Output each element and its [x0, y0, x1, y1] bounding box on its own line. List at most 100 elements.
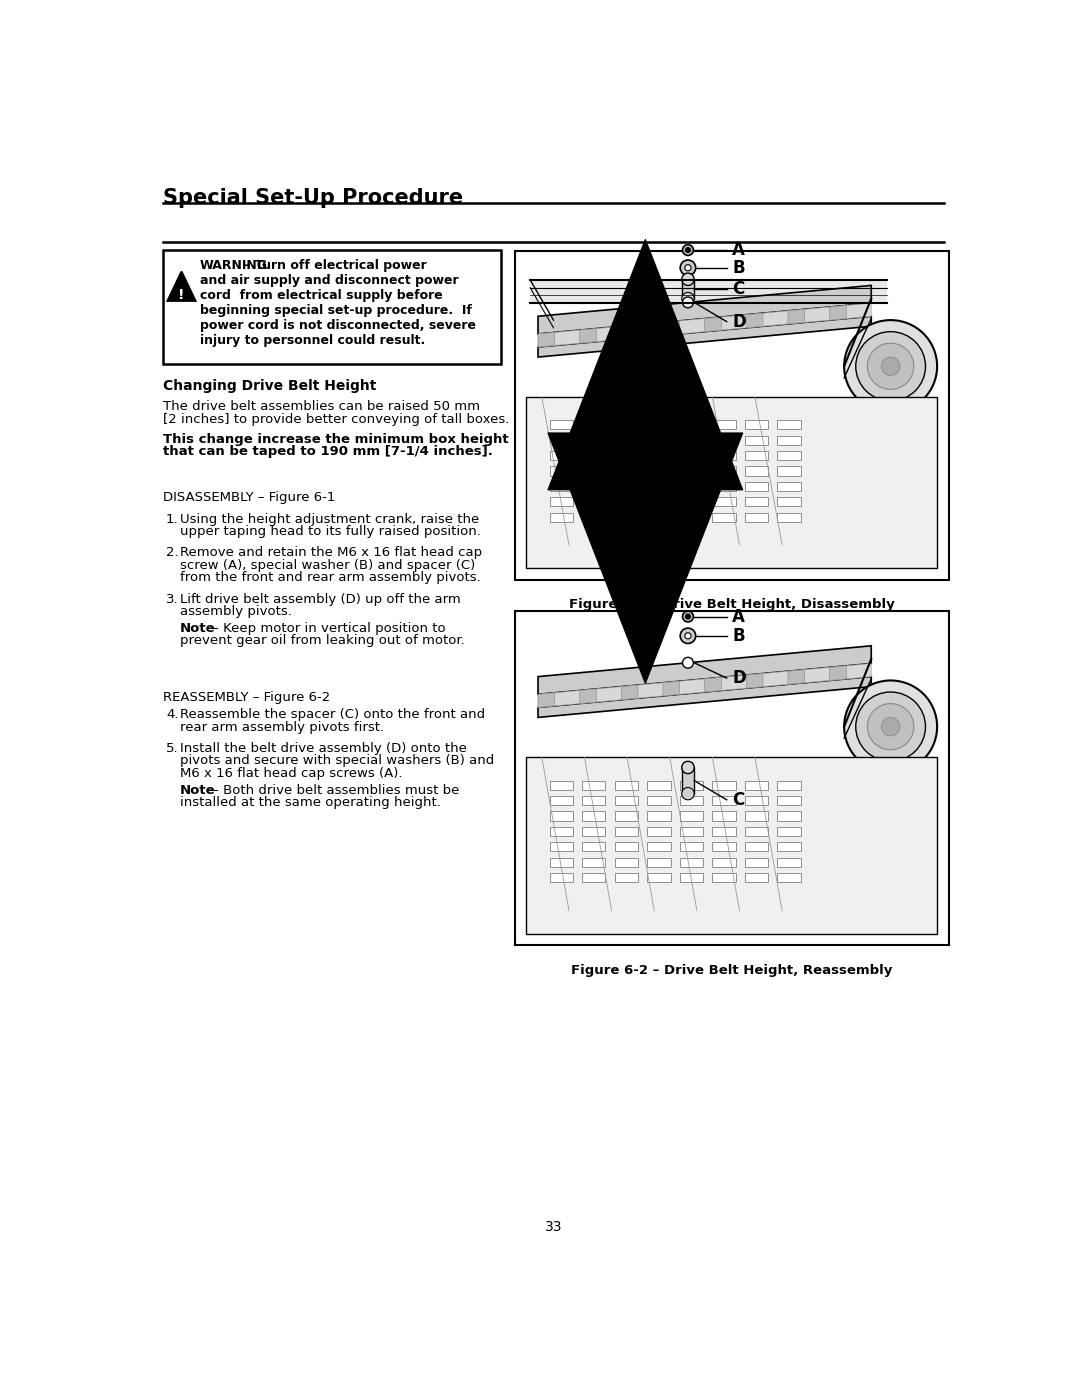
Bar: [713, 497, 735, 507]
Bar: [745, 827, 768, 835]
Circle shape: [683, 244, 693, 256]
Bar: [582, 812, 606, 820]
Bar: [713, 796, 735, 805]
Text: power cord is not disconnected, severe: power cord is not disconnected, severe: [200, 319, 476, 331]
Bar: [647, 873, 671, 882]
Text: A: A: [732, 242, 745, 258]
Bar: [745, 420, 768, 429]
Text: 2.: 2.: [166, 546, 178, 559]
Bar: [647, 513, 671, 522]
Bar: [679, 842, 703, 851]
Bar: [582, 436, 606, 444]
Bar: [582, 482, 606, 490]
Polygon shape: [530, 279, 887, 303]
Bar: [713, 451, 735, 460]
Bar: [550, 796, 572, 805]
Circle shape: [683, 610, 693, 622]
Bar: [647, 781, 671, 789]
Bar: [615, 451, 638, 460]
Circle shape: [867, 344, 914, 390]
Text: 3.: 3.: [166, 592, 178, 606]
Bar: [778, 436, 800, 444]
Text: !: !: [178, 288, 185, 302]
Text: DISASSEMBLY – Figure 6-1: DISASSEMBLY – Figure 6-1: [163, 490, 335, 504]
Text: D: D: [732, 313, 746, 331]
Bar: [778, 858, 800, 866]
Text: Install the belt drive assembly (D) onto the: Install the belt drive assembly (D) onto…: [180, 742, 467, 754]
Bar: [745, 796, 768, 805]
Bar: [647, 858, 671, 866]
Bar: [615, 513, 638, 522]
Text: Changing Drive Belt Height: Changing Drive Belt Height: [163, 379, 376, 393]
Polygon shape: [538, 332, 555, 346]
Polygon shape: [167, 271, 195, 300]
Text: 5.: 5.: [166, 742, 178, 754]
Bar: [647, 827, 671, 835]
Bar: [582, 451, 606, 460]
Bar: [778, 482, 800, 490]
Polygon shape: [788, 669, 805, 685]
Polygon shape: [788, 309, 805, 324]
Bar: [515, 251, 948, 580]
Circle shape: [681, 761, 694, 774]
Bar: [679, 827, 703, 835]
Text: 33: 33: [544, 1220, 563, 1234]
Bar: [615, 796, 638, 805]
Circle shape: [855, 692, 926, 761]
Polygon shape: [538, 676, 872, 718]
Circle shape: [681, 274, 694, 285]
Bar: [713, 467, 735, 475]
Bar: [582, 497, 606, 507]
Bar: [778, 467, 800, 475]
Bar: [745, 497, 768, 507]
Polygon shape: [746, 673, 762, 689]
Circle shape: [683, 298, 693, 307]
Circle shape: [855, 331, 926, 401]
Text: M6 x 16 flat head cap screws (A).: M6 x 16 flat head cap screws (A).: [180, 767, 403, 780]
Bar: [615, 497, 638, 507]
Polygon shape: [538, 303, 872, 346]
Bar: [679, 781, 703, 789]
Bar: [713, 873, 735, 882]
Bar: [713, 420, 735, 429]
Bar: [550, 858, 572, 866]
Text: and air supply and disconnect power: and air supply and disconnect power: [200, 274, 459, 286]
Bar: [778, 420, 800, 429]
Text: that can be taped to 190 mm [7-1/4 inches].: that can be taped to 190 mm [7-1/4 inche…: [163, 444, 492, 458]
Bar: [647, 420, 671, 429]
Text: REASSEMBLY – Figure 6-2: REASSEMBLY – Figure 6-2: [163, 692, 330, 704]
Text: Lift drive belt assembly (D) up off the arm: Lift drive belt assembly (D) up off the …: [180, 592, 461, 606]
Text: rear arm assembly pivots first.: rear arm assembly pivots first.: [180, 721, 384, 733]
Polygon shape: [538, 664, 872, 707]
Bar: [615, 873, 638, 882]
Bar: [778, 796, 800, 805]
Text: C: C: [732, 791, 744, 809]
Bar: [745, 858, 768, 866]
Bar: [550, 827, 572, 835]
Bar: [582, 858, 606, 866]
Text: Remove and retain the M6 x 16 flat head cap: Remove and retain the M6 x 16 flat head …: [180, 546, 482, 559]
Circle shape: [881, 718, 900, 736]
Bar: [778, 812, 800, 820]
Bar: [778, 873, 800, 882]
Bar: [550, 436, 572, 444]
Text: cord  from electrical supply before: cord from electrical supply before: [200, 289, 443, 302]
Text: Reassemble the spacer (C) onto the front and: Reassemble the spacer (C) onto the front…: [180, 708, 485, 721]
Text: – Both drive belt assemblies must be: – Both drive belt assemblies must be: [207, 784, 459, 796]
Text: Note: Note: [180, 784, 216, 796]
Bar: [745, 451, 768, 460]
Circle shape: [881, 358, 900, 376]
Bar: [615, 842, 638, 851]
Bar: [647, 467, 671, 475]
Bar: [679, 873, 703, 882]
Bar: [745, 842, 768, 851]
Text: pivots and secure with special washers (B) and: pivots and secure with special washers (…: [180, 754, 495, 767]
Circle shape: [845, 680, 937, 773]
Bar: [679, 497, 703, 507]
Bar: [647, 451, 671, 460]
Bar: [778, 827, 800, 835]
Text: Special Set-Up Procedure: Special Set-Up Procedure: [163, 187, 463, 208]
Circle shape: [681, 788, 694, 800]
Bar: [526, 757, 937, 933]
Text: This change increase the minimum box height: This change increase the minimum box hei…: [163, 433, 509, 446]
